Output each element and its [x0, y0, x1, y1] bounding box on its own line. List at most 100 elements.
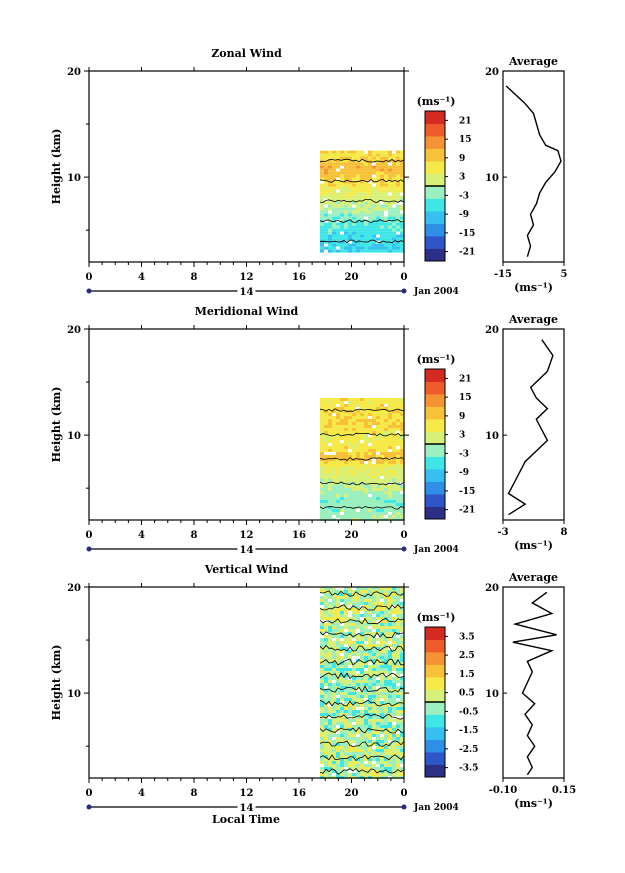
- heatmap-cell: [360, 491, 364, 494]
- heatmap-cell: [348, 710, 352, 713]
- day-bar-end: [401, 804, 407, 810]
- heatmap-cell: [388, 653, 392, 656]
- heatmap-cell: [340, 593, 344, 596]
- heatmap-cell: [384, 635, 388, 638]
- heatmap-cell: [340, 476, 344, 479]
- heatmap-cell: [320, 401, 324, 404]
- heatmap-cell: [324, 746, 328, 749]
- heatmap-cell: [348, 485, 352, 488]
- heatmap-cell: [348, 159, 352, 163]
- heatmap-cell: [356, 722, 360, 725]
- heatmap-cell: [380, 443, 384, 446]
- heatmap-cell: [344, 653, 348, 656]
- heatmap-cell: [400, 422, 404, 425]
- heatmap-cell: [380, 758, 384, 761]
- heatmap-cell: [348, 638, 352, 641]
- heatmap-cell: [360, 228, 364, 232]
- heatmap-cell: [336, 743, 340, 746]
- heatmap-cell: [328, 192, 332, 196]
- heatmap-cell: [344, 749, 348, 752]
- heatmap-cell: [388, 422, 392, 425]
- heatmap-cell: [320, 671, 324, 674]
- heatmap-cell: [356, 641, 360, 644]
- heatmap-cell: [344, 434, 348, 437]
- heatmap-cell: [348, 749, 352, 752]
- heatmap-cell: [352, 725, 356, 728]
- heatmap-cell: [380, 398, 384, 401]
- heatmap-cell: [396, 249, 400, 253]
- heatmap-cell: [336, 476, 340, 479]
- heatmap-cell: [388, 713, 392, 716]
- heatmap-cell: [324, 605, 328, 608]
- heatmap-cell: [324, 662, 328, 665]
- heatmap-cell: [376, 150, 380, 154]
- heatmap-cell: [392, 635, 396, 638]
- heatmap-cell: [328, 653, 332, 656]
- y-axis-label: Height (km): [50, 387, 63, 463]
- colorbar-tick-label: -3: [459, 449, 469, 459]
- heatmap-cell: [352, 719, 356, 722]
- heatmap-cell: [320, 428, 324, 431]
- heatmap-cell: [360, 650, 364, 653]
- heatmap-cell: [384, 716, 388, 719]
- heatmap-cell: [372, 641, 376, 644]
- heatmap-cell: [392, 180, 396, 184]
- heatmap-cell: [372, 683, 376, 686]
- heatmap-cell: [380, 593, 384, 596]
- heatmap-cell: [364, 626, 368, 629]
- heatmap-cell: [336, 440, 340, 443]
- heatmap-cell: [372, 449, 376, 452]
- heatmap-cell: [356, 698, 360, 701]
- heatmap-cell: [384, 156, 388, 160]
- heatmap-cell: [324, 641, 328, 644]
- heatmap-cell: [392, 608, 396, 611]
- heatmap-cell: [372, 479, 376, 482]
- heatmap-cell: [392, 506, 396, 509]
- heatmap-cell: [400, 464, 404, 467]
- heatmap-cell: [388, 602, 392, 605]
- heatmap-cell: [368, 192, 372, 196]
- heatmap-cell: [376, 192, 380, 196]
- heatmap-cell: [320, 494, 324, 497]
- heatmap-cell: [360, 608, 364, 611]
- heatmap-cell: [376, 629, 380, 632]
- heatmap-cell: [364, 482, 368, 485]
- heatmap-cell: [400, 635, 404, 638]
- heatmap-cell: [332, 192, 336, 196]
- heatmap-cell: [376, 668, 380, 671]
- heatmap-cell: [384, 470, 388, 473]
- heatmap-cell: [388, 407, 392, 410]
- heatmap-cell: [376, 587, 380, 590]
- heatmap-cell: [400, 168, 404, 172]
- heatmap-cell: [364, 213, 368, 217]
- heatmap-cell: [336, 249, 340, 253]
- avg-x-tick-label: -0.10: [489, 785, 518, 796]
- heatmap-cell: [328, 219, 332, 223]
- heatmap-cell: [396, 623, 400, 626]
- heatmap-cell: [320, 225, 324, 229]
- heatmap-cell: [384, 443, 388, 446]
- heatmap-cell: [368, 647, 372, 650]
- heatmap-cell: [356, 171, 360, 175]
- heatmap-cell: [376, 189, 380, 193]
- heatmap-cell: [376, 404, 380, 407]
- heatmap-cell: [380, 180, 384, 184]
- heatmap-cell: [360, 476, 364, 479]
- heatmap-cell: [376, 237, 380, 241]
- heatmap-cell: [332, 698, 336, 701]
- heatmap-cell: [388, 404, 392, 407]
- heatmap-cell: [372, 725, 376, 728]
- heatmap-cell: [324, 416, 328, 419]
- heatmap-cell: [352, 689, 356, 692]
- heatmap-cell: [388, 213, 392, 217]
- heatmap-cell: [400, 446, 404, 449]
- heatmap-cell: [368, 680, 372, 683]
- heatmap-cell: [384, 767, 388, 770]
- heatmap-cell: [388, 398, 392, 401]
- heatmap-cell: [384, 665, 388, 668]
- heatmap-cell: [340, 644, 344, 647]
- heatmap-cell: [356, 210, 360, 214]
- heatmap-cell: [340, 482, 344, 485]
- heatmap-cell: [348, 210, 352, 214]
